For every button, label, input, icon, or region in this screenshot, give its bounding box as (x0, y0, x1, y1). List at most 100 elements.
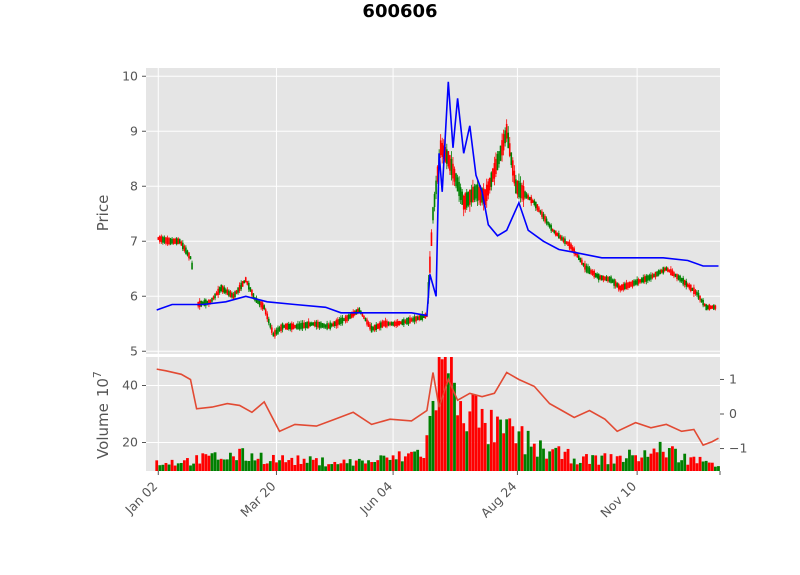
candle-body (551, 228, 554, 232)
candle-body (212, 296, 215, 300)
candle-body (461, 191, 463, 205)
candle-body (312, 322, 315, 326)
candle-body (679, 275, 681, 282)
candle-body (435, 180, 437, 195)
candle-body (163, 237, 166, 243)
candle-body (307, 321, 310, 328)
candle-body (693, 287, 695, 295)
candle-body (473, 186, 476, 200)
volume-bar (225, 459, 229, 471)
volume-bar (296, 455, 300, 471)
volume-bar (526, 430, 530, 471)
volume-bar (170, 459, 174, 471)
candle-body (591, 270, 594, 275)
candle-body (343, 318, 345, 322)
volume-bar (287, 460, 291, 471)
volume-bar (566, 448, 570, 471)
volume-bar (483, 422, 487, 471)
price-grid (146, 68, 720, 354)
candle-body (399, 321, 402, 325)
candle-body (673, 272, 675, 277)
volume-bar (308, 456, 312, 471)
volume-bar (664, 457, 668, 471)
candle-body (180, 241, 183, 246)
candle-body (446, 149, 448, 164)
candle-body (711, 305, 714, 309)
candle-body (713, 304, 715, 310)
volume-bar (333, 461, 337, 471)
volume-bar (569, 463, 573, 471)
candle-body (648, 275, 651, 280)
candle-body (505, 123, 508, 139)
x-tick-label: Jun 04 (356, 478, 395, 517)
candle-body (657, 270, 660, 276)
candle-body (688, 284, 691, 289)
volume-bars (155, 357, 720, 471)
volume-bar (698, 456, 702, 471)
candle-body (605, 276, 608, 282)
candle-body (581, 259, 583, 265)
volume-bar (551, 449, 555, 471)
candle-body (637, 279, 640, 284)
volume-bar (446, 373, 450, 471)
candle-body (538, 207, 540, 212)
candle-body (531, 199, 534, 203)
candle-body (674, 273, 677, 277)
candle-body (703, 303, 706, 307)
candle-body (573, 248, 575, 254)
candle-body (439, 140, 442, 156)
candle-body (317, 321, 319, 328)
volume-bar (514, 443, 518, 471)
volume-bar (345, 463, 349, 471)
candle-body (410, 318, 413, 322)
volume-bar (649, 453, 653, 471)
volume-bar (161, 464, 165, 471)
candle-body (444, 146, 447, 162)
candle-body (498, 151, 500, 165)
secondary-y-tick-label: 1 (729, 371, 737, 386)
candle-body (643, 276, 646, 283)
price-candles (157, 119, 717, 339)
candle-body (221, 285, 224, 293)
candle-body (332, 322, 335, 327)
candle-body (548, 223, 551, 228)
volume-bar (505, 419, 509, 471)
candle-body (492, 168, 494, 182)
candle-body (513, 170, 516, 184)
candle-body (702, 299, 704, 306)
candle-body (289, 323, 292, 330)
candle-body (300, 323, 302, 329)
volume-bar (367, 460, 370, 471)
candle-body (484, 189, 486, 206)
volume-bar (603, 453, 607, 471)
candle-body (177, 238, 180, 244)
candle-body (361, 313, 364, 317)
volume-bar (394, 459, 398, 471)
volume-bar (686, 464, 690, 471)
volume-bar (176, 463, 180, 471)
candle-body (264, 309, 267, 315)
volume-bar (539, 440, 542, 471)
candle-body (421, 313, 424, 320)
volume-bar (410, 451, 413, 471)
candle-body (165, 237, 167, 244)
candle-body (508, 143, 511, 156)
candle-body (561, 236, 563, 241)
candle-body (582, 262, 585, 266)
candle-body (519, 182, 522, 198)
candle-body (291, 323, 293, 330)
candle-body (599, 275, 602, 280)
candle-body (627, 282, 629, 289)
candle-body (594, 272, 597, 277)
candle-body (263, 305, 265, 310)
volume-bar (532, 443, 536, 471)
volume-bar (710, 462, 714, 471)
x-tick-label: Aug 24 (478, 478, 520, 520)
volume-bar (459, 401, 463, 471)
candle-body (625, 282, 628, 289)
volume-bar (271, 454, 275, 471)
candle-body (215, 292, 218, 296)
candle-body (553, 230, 556, 233)
candle-body (682, 277, 684, 285)
